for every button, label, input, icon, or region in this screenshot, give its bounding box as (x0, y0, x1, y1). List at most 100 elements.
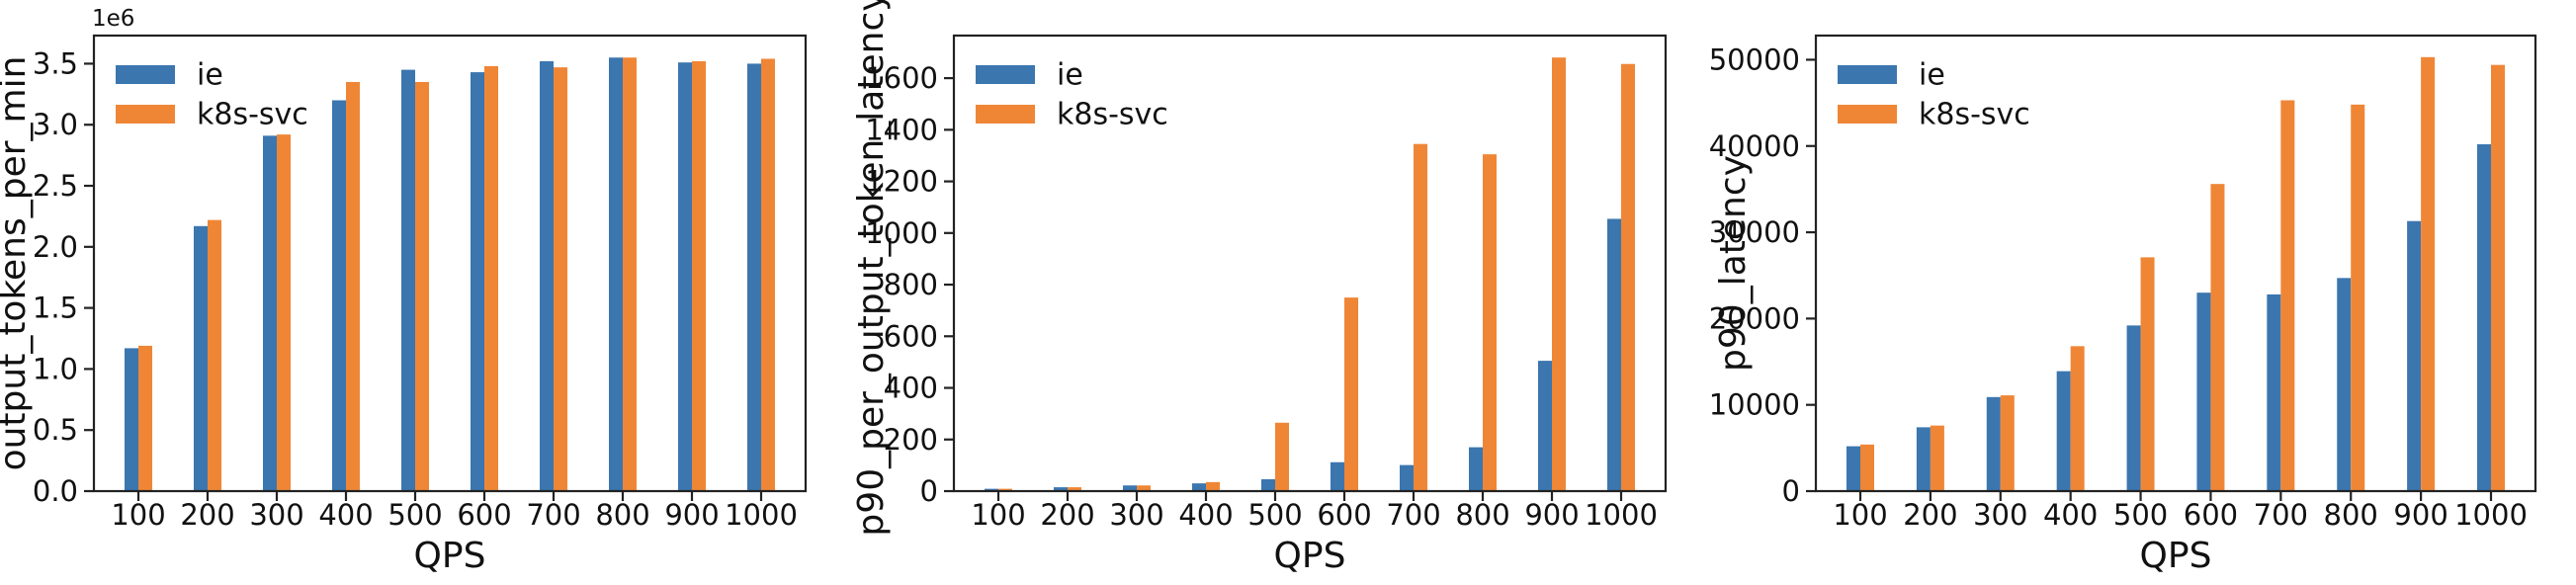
y-tick-label: 20000 (1709, 301, 1800, 335)
y-axis-label: p90_per_output_token_latency (851, 0, 892, 537)
bar-ie-qps400 (1192, 483, 1206, 491)
x-tick-label: 800 (1455, 498, 1509, 532)
bar-ie-qps800 (609, 57, 623, 492)
legend: ie k8s-svc (976, 58, 1168, 132)
bar-k8s-svc-qps900 (2421, 56, 2436, 492)
x-tick-label: 600 (457, 498, 511, 532)
y-tick-label: 1200 (865, 165, 938, 199)
bar-ie-qps400 (2056, 371, 2071, 491)
x-tick-label: 500 (387, 498, 442, 532)
bar-k8s-svc-qps100 (138, 345, 152, 491)
bar-ie-qps1000 (2477, 144, 2491, 492)
bar-k8s-svc-qps200 (1930, 425, 1944, 491)
bar-ie-qps700 (2267, 293, 2281, 491)
series-ie (1846, 144, 2491, 492)
bar-ie-qps200 (1054, 487, 1068, 491)
bar-k8s-svc-qps600 (1344, 297, 1358, 491)
y-tick-label: 1600 (865, 61, 938, 95)
series-ie (985, 218, 1621, 491)
bar-k8s-svc-qps300 (2000, 395, 2015, 491)
bar-ie-qps600 (2196, 292, 2211, 491)
bar-ie-qps100 (125, 348, 138, 491)
x-tick-label: 300 (249, 498, 303, 532)
y-tick-label: 600 (884, 319, 938, 353)
x-tick-label: 400 (1178, 498, 1233, 532)
x-tick-label: 800 (595, 498, 649, 532)
x-tick-label: 700 (2254, 498, 2308, 532)
bar-ie-qps500 (1261, 478, 1275, 491)
legend: ie k8s-svc (1838, 58, 2030, 132)
bar-k8s-svc-qps800 (2351, 104, 2365, 492)
y-tick-label: 40000 (1709, 129, 1800, 163)
bar-ie-qps900 (678, 62, 692, 492)
x-tick-label: 600 (2184, 498, 2238, 532)
x-tick-label: 400 (318, 498, 373, 532)
bar-k8s-svc-qps600 (2210, 184, 2225, 491)
bar-k8s-svc-qps500 (1275, 422, 1289, 491)
bar-k8s-svc-qps600 (484, 65, 498, 491)
x-tick-label: 900 (2393, 498, 2447, 532)
series-k8s-svc (998, 57, 1635, 492)
bar-ie-qps700 (1400, 464, 1414, 491)
plot-border (1814, 34, 2537, 493)
legend-label-ie: ie (1057, 58, 1083, 93)
x-tick-label: 1000 (725, 498, 798, 532)
x-tick-label: 200 (1040, 498, 1094, 532)
bar-ie-qps900 (2407, 220, 2422, 491)
y-tick-label: 3.0 (33, 108, 78, 141)
bar-ie-qps300 (1123, 485, 1137, 491)
chart-p90-latency: 0 10000 20000 30000 40000 50000 100 200 300 400 50… (1709, 34, 2537, 576)
bar-k8s-svc-qps200 (1068, 487, 1081, 491)
x-tick-label: 600 (1317, 498, 1371, 532)
x-tick-label: 700 (1386, 498, 1440, 532)
bar-k8s-svc-qps100 (998, 488, 1012, 491)
legend-swatch-ie (1838, 65, 1897, 84)
x-tick-label: 900 (1524, 498, 1579, 532)
bar-ie-qps600 (1331, 461, 1344, 491)
bar-k8s-svc-qps700 (1414, 143, 1427, 492)
x-axis-label: QPS (414, 536, 486, 576)
plot-border (952, 34, 1668, 493)
bar-ie-qps500 (2126, 325, 2141, 491)
bar-ie-qps800 (1469, 447, 1483, 491)
bar-k8s-svc-qps500 (2140, 257, 2155, 491)
series-ie (125, 57, 761, 492)
x-tick-label: 500 (2113, 498, 2168, 532)
x-tick-label: 200 (1903, 498, 1957, 532)
x-axis-label: QPS (1274, 536, 1346, 576)
y-tick-label: 2.0 (33, 230, 78, 264)
bar-k8s-svc-qps700 (554, 67, 567, 492)
bar-k8s-svc-qps400 (1206, 481, 1220, 491)
y-tick-label: 10000 (1709, 388, 1800, 422)
bar-k8s-svc-qps1000 (1621, 63, 1635, 491)
bar-k8s-svc-qps900 (692, 60, 706, 492)
x-tick-label: 300 (1109, 498, 1163, 532)
y-tick-label: 400 (884, 372, 938, 405)
y-tick-label: 0.5 (33, 413, 78, 447)
legend-label-k8s-svc: k8s-svc (1919, 98, 2030, 132)
bar-ie-qps200 (194, 225, 208, 491)
y-tick-label: 1000 (865, 216, 938, 250)
y-axis-label: p90_latency (1713, 155, 1754, 372)
bar-ie-qps800 (2337, 278, 2352, 491)
bar-k8s-svc-qps1000 (2491, 64, 2505, 491)
legend-swatch-k8s-svc (976, 105, 1035, 124)
bar-ie-qps700 (540, 60, 554, 492)
bar-ie-qps100 (1846, 446, 1860, 491)
bar-ie-qps1000 (1607, 218, 1621, 491)
x-tick-label: 500 (1247, 498, 1302, 532)
bar-ie-qps200 (1916, 427, 1931, 491)
y-tick-label: 30000 (1709, 215, 1800, 249)
bar-ie-qps100 (985, 488, 998, 491)
legend-swatch-k8s-svc (116, 105, 175, 124)
x-tick-label: 700 (526, 498, 580, 532)
bar-k8s-svc-qps1000 (761, 58, 775, 491)
x-tick-label: 400 (2043, 498, 2098, 532)
bar-ie-qps500 (401, 69, 415, 491)
bar-k8s-svc-qps400 (2070, 346, 2085, 491)
legend-swatch-k8s-svc (1838, 105, 1897, 124)
legend-label-ie: ie (197, 58, 223, 93)
axis-offset-text: 1e6 (92, 6, 134, 32)
